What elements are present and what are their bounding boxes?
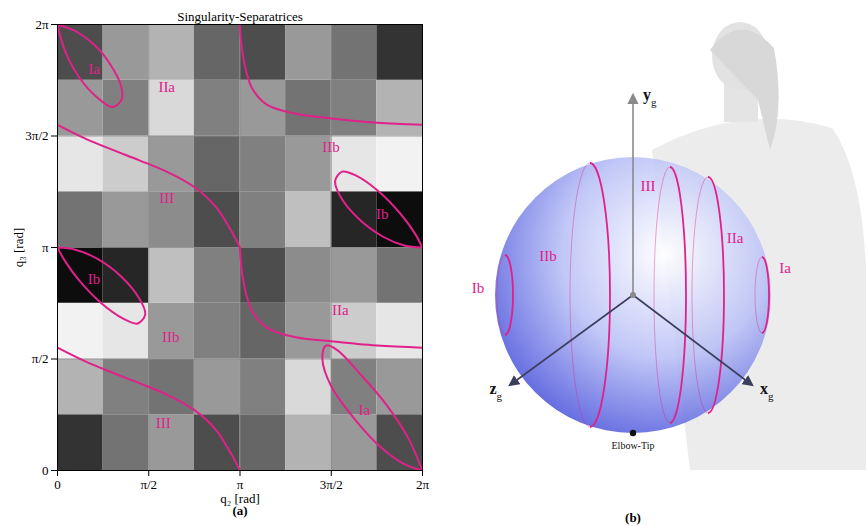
svg-text:IIa: IIa bbox=[727, 230, 744, 246]
svg-text:2π: 2π bbox=[35, 17, 49, 32]
svg-text:0: 0 bbox=[42, 463, 49, 478]
svg-text:π: π bbox=[237, 477, 244, 492]
svg-text:III: III bbox=[156, 415, 171, 431]
svg-text:π/2: π/2 bbox=[32, 351, 49, 366]
svg-text:Ib: Ib bbox=[376, 206, 389, 222]
svg-text:yg: yg bbox=[643, 86, 657, 108]
svg-text:IIa: IIa bbox=[158, 79, 175, 95]
svg-text:Singularity-Separatrices: Singularity-Separatrices bbox=[177, 9, 303, 24]
svg-text:0: 0 bbox=[54, 477, 61, 492]
svg-text:Ib: Ib bbox=[472, 280, 485, 296]
svg-text:IIb: IIb bbox=[539, 248, 557, 264]
svg-text:q₂ [rad]: q₂ [rad] bbox=[220, 490, 260, 506]
svg-text:π: π bbox=[42, 240, 49, 255]
svg-text:zg: zg bbox=[489, 380, 502, 402]
svg-text:q₃ [rad]: q₃ [rad] bbox=[11, 228, 26, 268]
svg-text:3π/2: 3π/2 bbox=[25, 128, 48, 143]
svg-text:2π: 2π bbox=[416, 477, 430, 492]
svg-text:(a): (a) bbox=[232, 503, 247, 518]
svg-text:IIb: IIb bbox=[322, 139, 340, 155]
svg-text:Ia: Ia bbox=[88, 61, 100, 77]
svg-text:Elbow-Tip: Elbow-Tip bbox=[612, 440, 655, 451]
svg-text:(b): (b) bbox=[625, 510, 641, 525]
svg-text:xg: xg bbox=[760, 380, 774, 402]
svg-text:III: III bbox=[641, 178, 656, 194]
svg-text:Ia: Ia bbox=[779, 260, 791, 276]
svg-text:π/2: π/2 bbox=[140, 477, 157, 492]
svg-text:III: III bbox=[159, 190, 174, 206]
svg-text:Ib: Ib bbox=[88, 271, 101, 287]
svg-text:IIa: IIa bbox=[332, 302, 349, 318]
svg-text:Ia: Ia bbox=[358, 402, 370, 418]
svg-text:IIb: IIb bbox=[162, 329, 180, 345]
svg-text:3π/2: 3π/2 bbox=[320, 477, 343, 492]
